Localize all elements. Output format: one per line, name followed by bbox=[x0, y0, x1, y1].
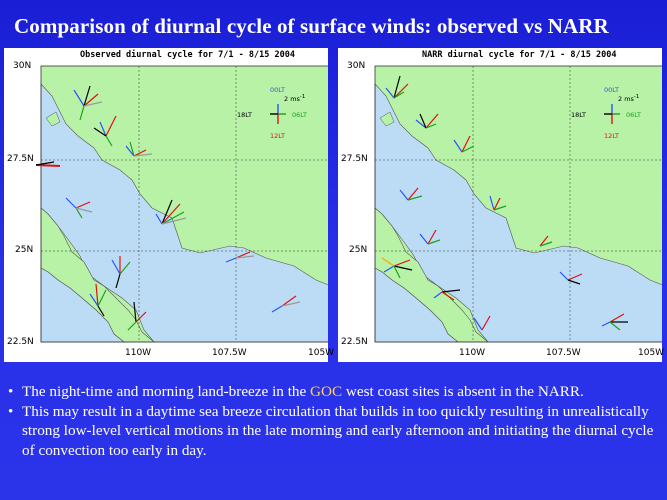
narr-station-5 bbox=[489, 195, 507, 211]
tiburon-island bbox=[379, 111, 395, 127]
narr-station-10 bbox=[473, 315, 491, 331]
x-tick-label: 107.5W bbox=[546, 348, 581, 358]
observed-station-2 bbox=[93, 115, 117, 147]
narr-station-4 bbox=[399, 187, 423, 201]
y-tick-label: 22.5N bbox=[7, 337, 34, 347]
x-tick-label: 105W bbox=[638, 348, 665, 358]
y-tick-label: 25N bbox=[349, 245, 368, 255]
legend-06lt: 06LT bbox=[626, 111, 641, 119]
y-tick-label: 27.5N bbox=[341, 154, 368, 164]
y-tick-label: 22.5N bbox=[341, 337, 368, 347]
observed-map-panel: Observed diurnal cycle for 7/1 - 8/15 20… bbox=[4, 48, 334, 362]
legend-scale: 2 ms-1 bbox=[618, 94, 640, 104]
bullet-text: west coast sites is absent in the NARR. bbox=[342, 383, 584, 400]
bullet-list: • The night-time and morning land-breeze… bbox=[8, 382, 660, 460]
observed-station-1 bbox=[73, 85, 103, 121]
legend-18lt: 18LT bbox=[571, 111, 586, 119]
observed-station-9 bbox=[89, 283, 107, 317]
legend-00lt: 00LT bbox=[270, 86, 285, 94]
observed-station-7 bbox=[225, 251, 255, 263]
observed-station-10 bbox=[127, 301, 147, 331]
narr-station-2 bbox=[415, 113, 439, 129]
legend-12lt: 12LT bbox=[604, 132, 619, 140]
panel-title: NARR diurnal cycle for 7/1 - 8/15 2004 bbox=[422, 50, 617, 60]
narr-station-1 bbox=[385, 75, 409, 99]
narr-station-8 bbox=[381, 257, 413, 279]
observed-station-8 bbox=[111, 256, 131, 289]
narr-map-panel: NARR diurnal cycle for 7/1 - 8/15 2004 3… bbox=[338, 48, 665, 362]
narr-station-7 bbox=[539, 235, 553, 247]
wind-arrow-clusters bbox=[381, 75, 628, 331]
legend-arrows bbox=[604, 104, 620, 124]
observed-station-4 bbox=[35, 161, 61, 167]
slide-title: Comparison of diurnal cycle of surface w… bbox=[14, 14, 609, 38]
bullet-text: This may result in a daytime sea breeze … bbox=[22, 402, 654, 459]
x-tick-label: 110W bbox=[459, 348, 486, 358]
y-tick-label: 25N bbox=[15, 245, 34, 255]
legend-12lt: 12LT bbox=[270, 132, 285, 140]
x-tick-label: 107.5W bbox=[212, 348, 247, 358]
observed-station-3 bbox=[125, 141, 153, 157]
gulf-of-california bbox=[374, 83, 662, 343]
wind-arrow-clusters bbox=[35, 85, 301, 331]
x-tick-label: 105W bbox=[308, 348, 335, 358]
bullet-text: The night-time and morning land-breeze i… bbox=[22, 383, 311, 400]
tiburon-island bbox=[45, 111, 61, 127]
legend-scale: 2 ms-1 bbox=[284, 94, 306, 104]
legend-00lt: 00LT bbox=[604, 86, 619, 94]
narr-station-9 bbox=[433, 289, 461, 301]
y-tick-label: 30N bbox=[347, 61, 366, 71]
observed-station-11 bbox=[271, 295, 301, 313]
observed-map bbox=[35, 65, 328, 343]
legend-06lt: 06LT bbox=[292, 111, 307, 119]
gulf-of-california bbox=[40, 83, 328, 343]
observed-station-5 bbox=[65, 197, 93, 219]
panel-title: Observed diurnal cycle for 7/1 - 8/15 20… bbox=[80, 50, 295, 60]
bullet-dot: • bbox=[8, 383, 14, 400]
narr-station-12 bbox=[601, 313, 628, 331]
legend-18lt: 18LT bbox=[237, 111, 252, 119]
narr-station-3 bbox=[453, 135, 475, 153]
narr-map bbox=[374, 65, 662, 343]
y-tick-label: 27.5N bbox=[7, 154, 34, 164]
bullet-item: • The night-time and morning land-breeze… bbox=[8, 382, 660, 402]
legend-arrows bbox=[270, 104, 286, 124]
narr-station-6 bbox=[419, 229, 441, 245]
observed-station-6 bbox=[155, 199, 187, 225]
bullet-highlight: GOC bbox=[310, 383, 343, 400]
x-tick-label: 110W bbox=[125, 348, 152, 358]
bullet-item: • This may result in a daytime sea breez… bbox=[8, 402, 660, 461]
narr-station-11 bbox=[559, 271, 583, 285]
y-tick-label: 30N bbox=[13, 61, 32, 71]
bullet-dot: • bbox=[8, 402, 14, 420]
